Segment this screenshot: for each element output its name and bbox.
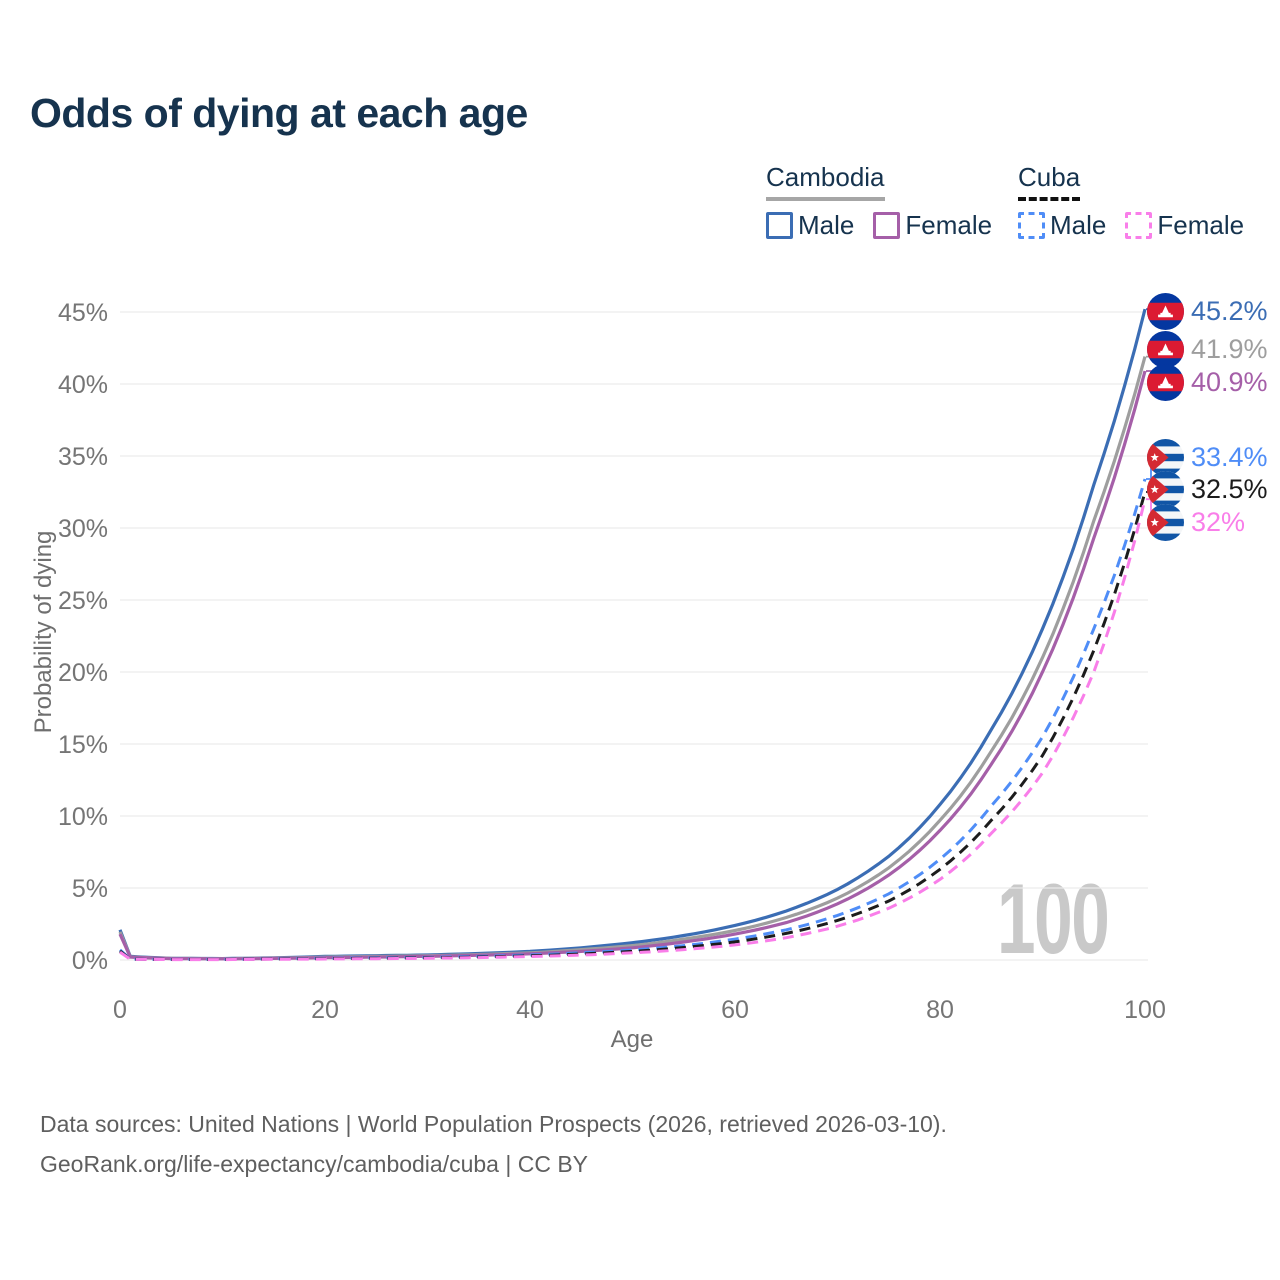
y-tick-label: 30% <box>58 515 108 543</box>
legend-group-cuba: Cuba Male Female <box>1018 162 1244 241</box>
data-sources: Data sources: United Nations | World Pop… <box>40 1104 947 1185</box>
end-label-cambodia-male: 45.2% <box>1147 293 1268 330</box>
y-tick-label: 35% <box>58 443 108 471</box>
y-tick-label: 0% <box>72 947 108 975</box>
cuba-flag-icon <box>1147 471 1184 508</box>
legend-item-label: Female <box>905 210 993 240</box>
cuba-flag-icon <box>1147 504 1184 541</box>
series-line <box>119 478 1147 961</box>
legend-item-label: Male <box>1050 210 1107 240</box>
legend-group-cambodia-label: Cambodia <box>766 162 885 201</box>
y-tick-label: 15% <box>58 731 108 759</box>
plot-area: 0% 5% 10% 15% 20% 25% 30% 35% 40% 45% 0 20 40 60 80 100 <box>58 299 1166 1024</box>
end-label-cambodia-female: 40.9% <box>1147 364 1268 401</box>
x-tick-label: 60 <box>721 996 749 1024</box>
cambodia-line-swatch <box>766 197 885 201</box>
series-line <box>118 356 1147 961</box>
series-line <box>119 498 1147 962</box>
cambodia-male-swatch-icon <box>766 212 793 239</box>
cuba-line-swatch <box>1018 197 1081 201</box>
end-label-cuba-female: 32% <box>1147 504 1245 541</box>
source-line-2: GeoRank.org/life-expectancy/cambodia/cub… <box>40 1151 589 1178</box>
end-label-value: 32% <box>1191 507 1246 537</box>
legend-item-label: Male <box>798 210 855 240</box>
legend-item-label: Female <box>1157 210 1245 240</box>
x-tick-label: 0 <box>113 996 127 1024</box>
y-tick-label: 20% <box>58 659 108 687</box>
age-watermark: 100 <box>997 863 1110 974</box>
y-tick-label: 5% <box>72 875 108 903</box>
x-tick-label: 40 <box>516 996 544 1024</box>
end-label-value: 33.4% <box>1191 442 1268 472</box>
cambodia-flag-icon <box>1147 364 1184 401</box>
end-label-value: 41.9% <box>1191 334 1268 364</box>
y-tick-label: 40% <box>58 371 108 399</box>
end-label-cuba-both: 32.5% <box>1147 471 1268 508</box>
series-line <box>119 491 1147 961</box>
cuba-male-swatch-icon <box>1018 212 1045 239</box>
legend-group-cambodia-text: Cambodia <box>766 162 885 192</box>
cambodia-female-swatch-icon <box>873 212 901 239</box>
end-label-value: 32.5% <box>1191 474 1268 504</box>
legend-item-cuba-male[interactable]: Male <box>1018 210 1106 241</box>
end-label-value: 40.9% <box>1191 367 1268 397</box>
legend-group-cuba-text: Cuba <box>1018 162 1081 192</box>
legend-group-cuba-label: Cuba <box>1018 162 1081 201</box>
source-line-1: Data sources: United Nations | World Pop… <box>40 1111 947 1137</box>
end-label-cambodia-both: 41.9% <box>1147 331 1268 368</box>
series-line <box>118 370 1147 961</box>
y-tick-label: 45% <box>58 299 108 327</box>
x-tick-label: 100 <box>1124 996 1166 1024</box>
series-line <box>118 308 1147 961</box>
x-tick-label: 80 <box>926 996 954 1024</box>
y-tick-label: 25% <box>58 587 108 615</box>
cambodia-flag-icon <box>1147 331 1184 368</box>
y-tick-label: 10% <box>58 803 108 831</box>
legend-item-cuba-female[interactable]: Female <box>1125 210 1244 241</box>
end-label-cuba-male: 33.4% <box>1147 439 1268 476</box>
page-title: Odds of dying at each age <box>30 90 528 136</box>
y-axis-title: Probability of dying <box>30 530 57 734</box>
cambodia-flag-icon <box>1147 293 1184 330</box>
cuba-female-swatch-icon <box>1125 212 1153 239</box>
x-axis-title: Age <box>610 1026 654 1053</box>
legend-item-cambodia-female[interactable]: Female <box>873 210 992 241</box>
end-label-value: 45.2% <box>1191 296 1268 326</box>
x-tick-label: 20 <box>311 996 339 1024</box>
legend-item-cambodia-male[interactable]: Male <box>766 210 854 241</box>
legend-group-cambodia: Cambodia Male Female <box>766 162 992 241</box>
